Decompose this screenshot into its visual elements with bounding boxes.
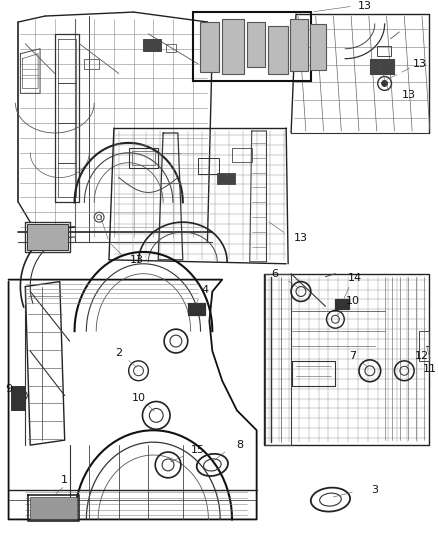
- Bar: [377, 46, 391, 55]
- Polygon shape: [268, 26, 288, 74]
- Polygon shape: [200, 22, 219, 71]
- Bar: [193, 12, 311, 82]
- Text: 15: 15: [191, 445, 205, 455]
- Text: 8: 8: [237, 440, 244, 450]
- Text: 13: 13: [358, 1, 372, 11]
- Text: 13: 13: [402, 90, 416, 100]
- Text: 2: 2: [115, 348, 122, 358]
- Polygon shape: [30, 497, 78, 520]
- Polygon shape: [27, 224, 67, 250]
- Text: 1: 1: [61, 475, 68, 485]
- Text: 13: 13: [413, 59, 427, 69]
- Text: 7: 7: [350, 351, 357, 361]
- Bar: [419, 331, 429, 361]
- Bar: [131, 151, 155, 165]
- Bar: [85, 59, 99, 69]
- Text: 14: 14: [348, 273, 362, 282]
- Text: 4: 4: [202, 285, 209, 295]
- Bar: [336, 300, 349, 309]
- Polygon shape: [222, 19, 244, 74]
- Bar: [188, 303, 205, 316]
- Text: 10: 10: [131, 392, 145, 402]
- Bar: [232, 148, 252, 161]
- Bar: [370, 59, 395, 74]
- Polygon shape: [247, 22, 265, 67]
- Text: 3: 3: [371, 484, 378, 495]
- Bar: [166, 44, 176, 52]
- Bar: [143, 39, 161, 51]
- Text: 10: 10: [346, 296, 360, 306]
- Circle shape: [381, 80, 388, 86]
- Text: 13: 13: [130, 255, 144, 265]
- Bar: [11, 386, 25, 410]
- Bar: [129, 148, 158, 168]
- Polygon shape: [310, 24, 325, 69]
- Text: 9: 9: [5, 384, 12, 394]
- Text: 13: 13: [294, 233, 308, 243]
- Bar: [217, 173, 235, 184]
- Text: 6: 6: [271, 269, 278, 279]
- Text: 12: 12: [415, 351, 429, 361]
- Polygon shape: [290, 19, 308, 70]
- Text: 11: 11: [423, 364, 437, 374]
- Bar: [198, 158, 219, 174]
